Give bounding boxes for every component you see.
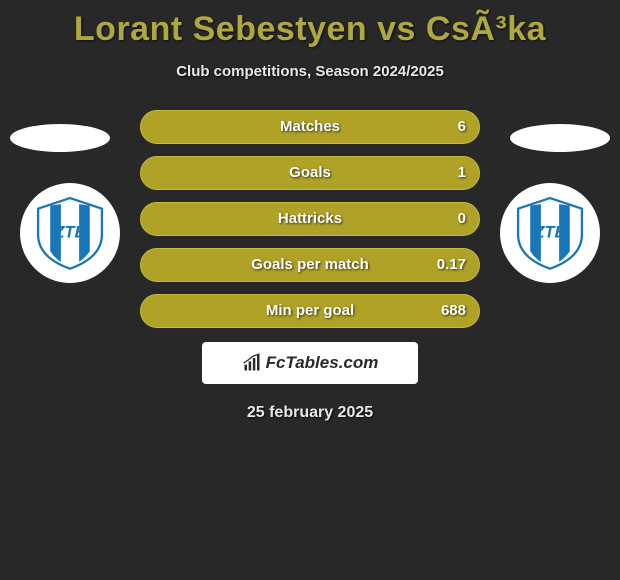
- svg-text:ZTE: ZTE: [53, 223, 86, 242]
- club-badge-left: ZTE: [20, 183, 120, 283]
- stat-label: Matches: [140, 110, 480, 144]
- stat-value: 1: [458, 156, 466, 190]
- club-badge-right: ZTE: [500, 183, 600, 283]
- stat-value: 0: [458, 202, 466, 236]
- stat-value: 688: [441, 294, 466, 328]
- date-line: 25 february 2025: [0, 404, 620, 422]
- subtitle: Club competitions, Season 2024/2025: [0, 63, 620, 80]
- stat-label: Goals per match: [140, 248, 480, 282]
- brand-text: FcTables.com: [266, 353, 379, 373]
- stat-value: 6: [458, 110, 466, 144]
- bar-chart-icon: [242, 353, 262, 373]
- stat-value: 0.17: [437, 248, 466, 282]
- stat-row: Goals per match 0.17: [140, 248, 480, 282]
- stat-row: Goals 1: [140, 156, 480, 190]
- zte-shield-icon: ZTE: [512, 195, 588, 271]
- zte-shield-icon: ZTE: [32, 195, 108, 271]
- stat-row: Hattricks 0: [140, 202, 480, 236]
- brand-box[interactable]: FcTables.com: [202, 342, 418, 384]
- stat-label: Min per goal: [140, 294, 480, 328]
- player-shadow-left: [10, 124, 110, 152]
- page-title: Lorant Sebestyen vs CsÃ³ka: [0, 0, 620, 49]
- stat-row: Min per goal 688: [140, 294, 480, 328]
- player-shadow-right: [510, 124, 610, 152]
- stat-label: Hattricks: [140, 202, 480, 236]
- stat-label: Goals: [140, 156, 480, 190]
- svg-text:ZTE: ZTE: [533, 223, 566, 242]
- stats-container: Matches 6 Goals 1 Hattricks 0 Goals per …: [140, 110, 480, 328]
- stat-row: Matches 6: [140, 110, 480, 144]
